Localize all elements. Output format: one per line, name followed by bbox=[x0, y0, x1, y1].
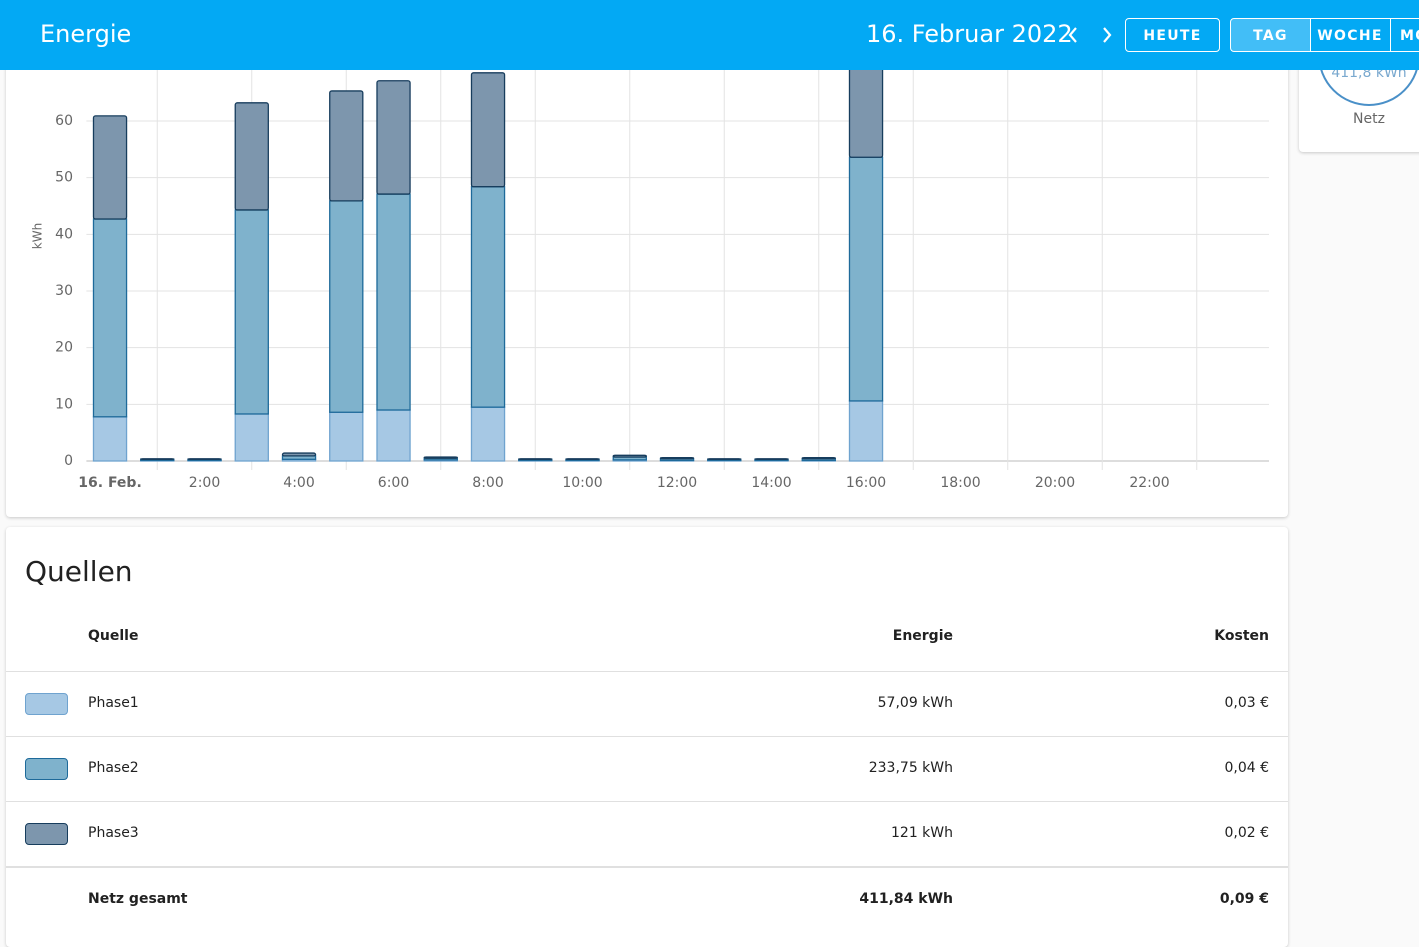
week-button[interactable]: WOCHE bbox=[1310, 18, 1391, 52]
source-cost: 0,04 € bbox=[1224, 760, 1269, 776]
bar-segment bbox=[565, 458, 600, 460]
bar-segment bbox=[707, 458, 742, 460]
y-tick-label: 50 bbox=[55, 170, 73, 186]
x-tick-label: 16:00 bbox=[846, 475, 886, 491]
bar-segment bbox=[92, 218, 128, 418]
prev-arrow[interactable] bbox=[1068, 27, 1077, 43]
bar-segment bbox=[612, 454, 647, 458]
bar-segment bbox=[848, 156, 884, 402]
row-divider bbox=[6, 801, 1288, 802]
x-tick-label: 20:00 bbox=[1035, 475, 1075, 491]
next-arrow[interactable] bbox=[1103, 27, 1112, 43]
sources-title: Quellen bbox=[25, 555, 133, 588]
row-divider bbox=[6, 866, 1288, 868]
source-name: Phase1 bbox=[88, 695, 139, 711]
column-header: Energie bbox=[892, 628, 953, 644]
bar-segment bbox=[754, 458, 789, 460]
y-tick-label: 10 bbox=[55, 396, 73, 412]
y-tick-label: 0 bbox=[64, 453, 73, 469]
x-tick-label: 12:00 bbox=[657, 475, 697, 491]
bar-segment bbox=[801, 456, 836, 460]
bar-segment bbox=[92, 115, 128, 220]
page: Energie 16. Februar 2022 HEUTE TAG WOCHE… bbox=[0, 0, 1419, 907]
column-header: Kosten bbox=[1214, 628, 1269, 644]
x-tick-label: 22:00 bbox=[1129, 475, 1169, 491]
sources-table: Quelle Energie Kosten Netz gesamt 411,84… bbox=[6, 628, 1288, 907]
source-cost: 0,03 € bbox=[1224, 695, 1269, 711]
bar-segment bbox=[470, 72, 506, 188]
source-name: Phase2 bbox=[88, 760, 139, 776]
total-cost: 0,09 € bbox=[1219, 891, 1269, 907]
bar-segment bbox=[329, 90, 364, 202]
bar-segment bbox=[423, 456, 458, 459]
row-divider bbox=[6, 736, 1288, 737]
bar-segment bbox=[848, 400, 884, 462]
bar-segment bbox=[329, 411, 364, 462]
chart-card bbox=[6, 40, 1288, 517]
bar-segment bbox=[470, 186, 506, 408]
bar-segment bbox=[187, 458, 222, 460]
y-tick-label: 40 bbox=[55, 226, 73, 242]
chart: kWh 0 10 20 30 40 50 60 16. Feb. 2:00 4:00 6:00 8:0… bbox=[31, 37, 1269, 491]
bar-segment bbox=[659, 456, 695, 460]
bar-segment bbox=[518, 458, 553, 460]
gauge-label: Netz bbox=[1353, 111, 1385, 127]
sources-card: Quellen bbox=[6, 527, 1288, 947]
x-tick-label: 18:00 bbox=[940, 475, 980, 491]
bar-segment bbox=[234, 102, 269, 211]
column-header: Quelle bbox=[88, 628, 139, 644]
legend-swatch bbox=[25, 823, 68, 845]
x-tick-label: 8:00 bbox=[472, 475, 503, 491]
row-divider bbox=[6, 671, 1288, 672]
bar-segment bbox=[376, 80, 411, 195]
y-tick-label: 20 bbox=[55, 340, 73, 356]
x-tick-label: 4:00 bbox=[283, 475, 314, 491]
y-tick-label: 60 bbox=[55, 113, 73, 129]
bar-segment bbox=[234, 413, 269, 462]
y-tick-label: 30 bbox=[55, 283, 73, 299]
x-tick-label: 10:00 bbox=[562, 475, 602, 491]
source-energy: 233,75 kWh bbox=[868, 760, 953, 776]
month-button[interactable]: MONAT bbox=[1390, 18, 1419, 52]
x-tick-label: 2:00 bbox=[189, 475, 220, 491]
source-name: Phase3 bbox=[88, 825, 139, 841]
bar-segment bbox=[329, 200, 364, 413]
x-tick-label: 6:00 bbox=[378, 475, 409, 491]
bar-segment bbox=[281, 452, 317, 457]
source-energy: 121 kWh bbox=[891, 825, 953, 841]
bar-segment bbox=[376, 409, 411, 462]
bar-segment bbox=[470, 406, 506, 462]
source-energy: 57,09 kWh bbox=[877, 695, 953, 711]
nav-arrows[interactable] bbox=[1062, 24, 1122, 46]
bar-segment bbox=[140, 458, 175, 460]
day-button[interactable]: TAG bbox=[1230, 18, 1311, 52]
x-tick-label: 16. Feb. bbox=[78, 475, 142, 491]
page-title: Energie bbox=[40, 20, 132, 48]
app-header: Energie 16. Februar 2022 HEUTE TAG WOCHE… bbox=[0, 0, 1419, 70]
y-axis-label: kWh bbox=[31, 223, 45, 249]
x-tick-label: 14:00 bbox=[751, 475, 791, 491]
source-cost: 0,02 € bbox=[1224, 825, 1269, 841]
total-label: Netz gesamt bbox=[88, 891, 188, 907]
date-label: 16. Februar 2022 bbox=[866, 20, 1073, 48]
total-energy: 411,84 kWh bbox=[859, 891, 953, 907]
today-button[interactable]: HEUTE bbox=[1125, 18, 1220, 52]
legend-swatch bbox=[25, 693, 68, 715]
legend-swatch bbox=[25, 758, 68, 780]
